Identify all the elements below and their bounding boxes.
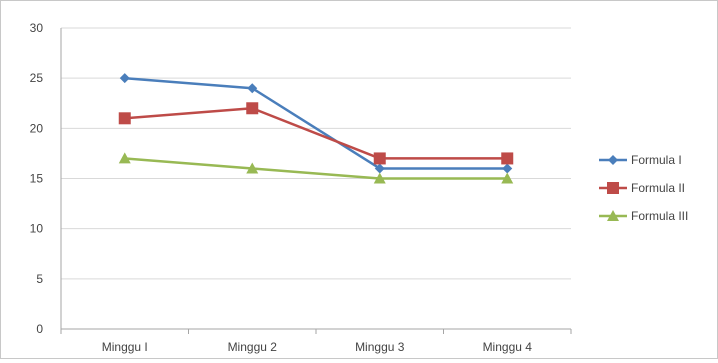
y-tick-label: 15: [30, 172, 44, 186]
data-point: [501, 152, 514, 165]
legend-marker: [607, 182, 619, 194]
series-line: [124, 76, 508, 170]
legend-item: Formula II: [599, 181, 685, 195]
y-tick-label: 30: [30, 21, 44, 35]
legend-item: Formula III: [599, 209, 688, 223]
data-point: [502, 163, 513, 174]
x-tick-label: Minggu 4: [483, 340, 533, 354]
legend-label: Formula III: [631, 209, 688, 223]
data-point: [373, 172, 386, 184]
data-point: [246, 162, 259, 174]
data-point: [246, 102, 259, 115]
legend-marker: [607, 210, 619, 221]
series-3: [118, 152, 514, 184]
y-tick-label: 5: [36, 272, 43, 286]
x-tick-label: Minggu 2: [228, 340, 278, 354]
data-point: [373, 152, 386, 165]
x-tick-label: Minggu 3: [355, 340, 405, 354]
x-tick-label: Minggu I: [102, 340, 148, 354]
y-tick-label: 10: [30, 222, 44, 236]
data-point: [501, 172, 514, 184]
series-line: [124, 157, 508, 180]
y-tick-label: 20: [30, 121, 44, 135]
series-line: [124, 107, 508, 160]
y-tick-label: 25: [30, 71, 44, 85]
data-point: [118, 152, 131, 164]
series-1: [119, 73, 513, 174]
data-point: [374, 163, 385, 174]
data-point: [119, 73, 130, 84]
data-point: [118, 112, 131, 125]
y-tick-label: 0: [36, 322, 43, 336]
legend-marker: [608, 155, 618, 165]
legend-label: Formula I: [631, 153, 682, 167]
legend-item: Formula I: [599, 153, 682, 167]
series-2: [118, 102, 514, 165]
data-point: [247, 83, 258, 94]
legend-label: Formula II: [631, 181, 685, 195]
